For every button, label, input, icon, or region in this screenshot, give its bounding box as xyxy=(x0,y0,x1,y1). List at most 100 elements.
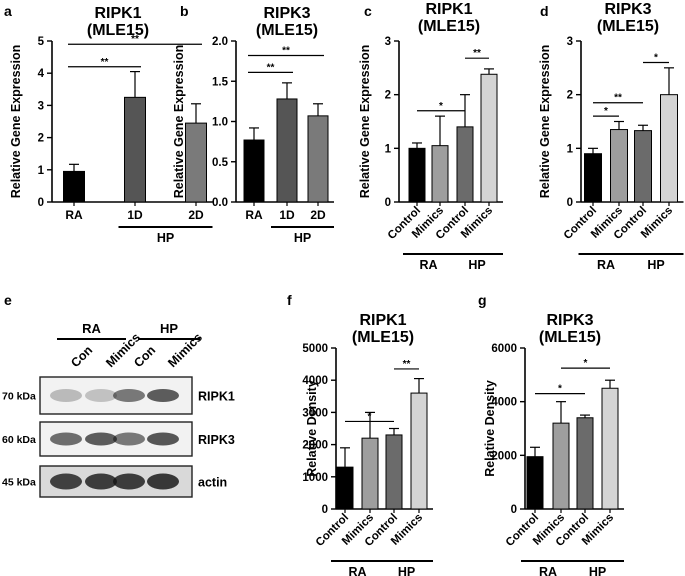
chart-panel-g: g RIPK3(MLE15) Relative Density 0 2000 4000 60… xyxy=(478,292,624,576)
panel-letter: c xyxy=(364,3,372,19)
significance-marker: * xyxy=(558,384,562,395)
y-axis-label: Relative Gene Expression xyxy=(358,45,372,199)
bar xyxy=(307,115,329,203)
blot-band xyxy=(147,432,179,446)
bar xyxy=(276,98,298,203)
panel-letter: g xyxy=(478,292,487,308)
group-label: RA xyxy=(597,258,615,272)
chart-title-line: RIPK1 xyxy=(359,312,406,329)
blot-band xyxy=(113,473,145,490)
significance-marker: * xyxy=(368,411,372,422)
bar xyxy=(610,129,628,203)
bar xyxy=(584,153,602,203)
y-tick-label: 1 xyxy=(38,165,45,177)
y-tick-label: 0 xyxy=(567,197,573,209)
blot-band xyxy=(85,389,117,402)
group-label: HP xyxy=(647,258,664,272)
chart-panel-b: b RIPK3(MLE15) Relative Gene Expression 0.0… xyxy=(172,3,334,245)
y-tick-label: 0.5 xyxy=(212,157,229,169)
blot-kda-label: 60 kDa xyxy=(2,434,36,446)
x-tick-label: 1D xyxy=(127,208,143,222)
y-axis-label: Relative Gene Expression xyxy=(9,45,23,199)
y-tick-label: 0 xyxy=(385,197,391,209)
blot-band xyxy=(147,389,179,402)
group-label: RA xyxy=(539,565,557,576)
bar xyxy=(634,130,652,203)
chart-title-line: RIPK1 xyxy=(94,5,141,22)
bar xyxy=(63,170,85,203)
y-axis-label: Relative Gene Expression xyxy=(538,45,552,199)
panel-letter: f xyxy=(287,292,292,308)
bar xyxy=(552,422,570,510)
bar xyxy=(456,126,474,203)
y-tick-label: 3 xyxy=(38,100,44,112)
y-tick-label: 3000 xyxy=(302,407,328,419)
y-tick-label: 4000 xyxy=(491,397,517,409)
y-tick-label: 0 xyxy=(322,504,328,516)
blot-band xyxy=(50,432,82,446)
blot-band xyxy=(50,473,82,490)
chart-title-line: RIPK1 xyxy=(425,1,472,18)
y-tick-label: 2 xyxy=(567,90,573,102)
blot-group-label: RA xyxy=(82,321,101,336)
blot-protein-label: RIPK1 xyxy=(198,390,235,404)
chart-panel-d: d RIPK3(MLE15) Relative Gene Expression 0 1 2… xyxy=(538,1,684,272)
significance-marker: * xyxy=(584,358,588,369)
significance-marker: ** xyxy=(282,45,290,56)
bar xyxy=(660,94,678,203)
blot-band xyxy=(113,389,145,402)
group-label: HP xyxy=(589,565,606,576)
x-tick-label: 2D xyxy=(310,208,326,222)
chart-title-line: (MLE15) xyxy=(539,329,601,346)
significance-marker: ** xyxy=(403,359,411,370)
x-tick-label: 1D xyxy=(279,208,295,222)
y-tick-label: 3 xyxy=(567,36,573,48)
significance-marker: ** xyxy=(131,34,139,45)
significance-marker: ** xyxy=(614,93,622,104)
y-tick-label: 4000 xyxy=(302,375,328,387)
x-tick-label: RA xyxy=(65,208,83,222)
group-label: RA xyxy=(348,565,366,576)
significance-marker: ** xyxy=(473,48,481,59)
y-tick-label: 2 xyxy=(38,133,44,145)
bar xyxy=(480,73,498,203)
y-axis-label: Relative Density xyxy=(483,380,497,477)
blot-lane-label: Con xyxy=(68,343,95,370)
y-tick-label: 0.0 xyxy=(212,197,228,209)
bar xyxy=(408,147,426,203)
significance-marker: * xyxy=(654,52,658,63)
y-tick-label: 1000 xyxy=(302,472,328,484)
blot-band xyxy=(85,473,117,490)
blot-band xyxy=(147,473,179,490)
blot-band xyxy=(85,432,117,446)
significance-marker: ** xyxy=(267,62,275,73)
blot-kda-label: 70 kDa xyxy=(2,391,36,403)
panel-letter: e xyxy=(4,292,12,308)
bar xyxy=(526,456,544,510)
bar xyxy=(361,437,379,510)
chart-title-line: (MLE15) xyxy=(418,18,480,35)
group-label: HP xyxy=(468,258,485,272)
bar xyxy=(124,96,146,203)
x-tick-label: 2D xyxy=(188,208,204,222)
bar xyxy=(385,434,403,510)
y-tick-label: 0 xyxy=(511,504,517,516)
chart-title-line: (MLE15) xyxy=(597,18,659,35)
chart-title-line: (MLE15) xyxy=(87,22,149,39)
y-tick-label: 0 xyxy=(38,197,44,209)
bar xyxy=(185,122,207,203)
y-tick-label: 5000 xyxy=(302,343,328,355)
bar xyxy=(431,145,449,203)
chart-title-line: (MLE15) xyxy=(352,329,414,346)
y-axis-label: Relative Density xyxy=(305,380,319,477)
bar xyxy=(576,417,594,510)
y-tick-label: 1.0 xyxy=(212,117,228,129)
y-tick-label: 5 xyxy=(38,36,45,48)
y-tick-label: 1 xyxy=(567,143,574,155)
significance-marker: * xyxy=(439,101,443,112)
y-axis-label: Relative Gene Expression xyxy=(172,45,186,199)
bar xyxy=(410,392,428,510)
chart-title-line: RIPK3 xyxy=(546,312,593,329)
